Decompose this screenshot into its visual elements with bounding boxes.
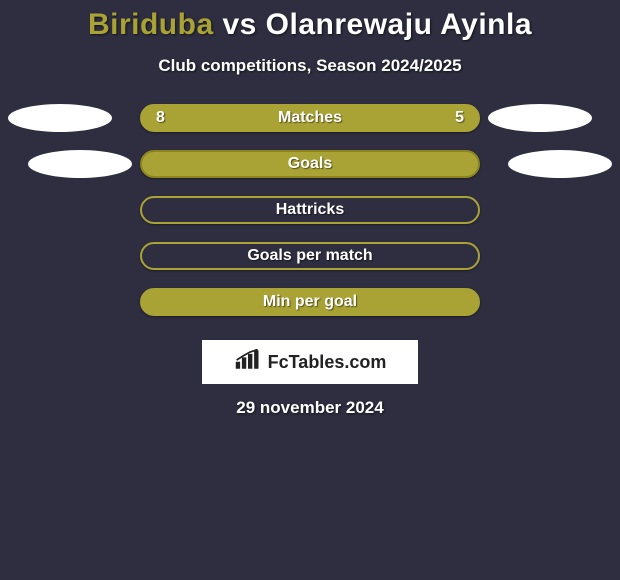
stat-rows: 8 Matches 5 Goals Hattricks Goals per match Mi… xyxy=(0,104,620,316)
subtitle: Club competitions, Season 2024/2025 xyxy=(0,56,620,76)
stat-row: Hattricks xyxy=(8,196,612,224)
left-ellipse xyxy=(8,104,112,132)
logo-text: FcTables.com xyxy=(268,352,387,373)
stat-label: Min per goal xyxy=(263,293,357,311)
stat-label: Goals per match xyxy=(247,247,372,265)
comparison-container: Biriduba vs Olanrewaju Ayinla Club compe… xyxy=(0,0,620,418)
stat-row: Min per goal xyxy=(8,288,612,316)
date-label: 29 november 2024 xyxy=(0,398,620,418)
right-ellipse xyxy=(508,150,612,178)
stat-bar: 8 Matches 5 xyxy=(140,104,480,132)
left-ellipse xyxy=(18,288,122,316)
logo-box[interactable]: FcTables.com xyxy=(202,340,418,384)
stat-label: Matches xyxy=(278,109,342,127)
title-player-2: Olanrewaju Ayinla xyxy=(266,8,532,41)
stat-row: 8 Matches 5 xyxy=(8,104,612,132)
left-ellipse xyxy=(18,242,122,270)
right-ellipse xyxy=(488,104,592,132)
stat-label: Goals xyxy=(288,155,332,173)
right-ellipse xyxy=(498,196,602,224)
left-ellipse xyxy=(18,196,122,224)
stat-label: Hattricks xyxy=(276,201,344,219)
stat-bar: Goals per match xyxy=(140,242,480,270)
title-vs: vs xyxy=(214,8,266,41)
stat-row: Goals per match xyxy=(8,242,612,270)
stat-bar: Goals xyxy=(140,150,480,178)
stat-value-right: 5 xyxy=(455,109,464,127)
page-title: Biriduba vs Olanrewaju Ayinla xyxy=(0,8,620,42)
right-ellipse xyxy=(498,242,602,270)
chart-icon xyxy=(234,349,262,376)
title-player-1: Biriduba xyxy=(88,8,214,41)
stat-bar: Hattricks xyxy=(140,196,480,224)
right-ellipse xyxy=(498,288,602,316)
left-ellipse xyxy=(28,150,132,178)
stat-row: Goals xyxy=(8,150,612,178)
stat-value-left: 8 xyxy=(156,109,165,127)
stat-bar: Min per goal xyxy=(140,288,480,316)
